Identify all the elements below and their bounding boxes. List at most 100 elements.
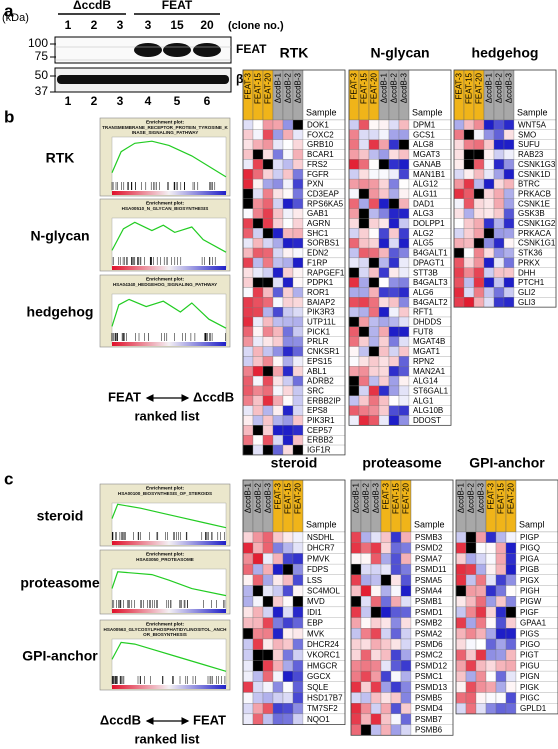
gene-label: ALG12: [413, 180, 438, 189]
heat-cell: [272, 574, 284, 586]
heat-cell: [358, 297, 370, 308]
heat-cell: [398, 326, 410, 337]
heatmap-border: [242, 69, 346, 456]
heat-cell: [378, 169, 390, 180]
heat-cell: [292, 149, 304, 160]
heat-cell: [242, 660, 254, 672]
heat-cell: [380, 617, 392, 629]
heat-cell: [378, 228, 390, 239]
heat-cell: [360, 574, 372, 586]
heat-cell: [378, 188, 390, 199]
heat-cell: [252, 159, 264, 170]
heat-cell: [242, 119, 254, 131]
heat-cell: [350, 585, 362, 597]
heat-cell: [282, 563, 294, 575]
heat-cell: [455, 563, 467, 575]
heat-cell: [453, 159, 465, 170]
lane-number: 6: [204, 94, 211, 108]
heat-cell: [370, 574, 382, 586]
heat-cell: [252, 208, 264, 219]
heat-cell: [455, 628, 467, 640]
heat-cell: [262, 395, 274, 406]
heat-cell: [388, 297, 400, 308]
heat-cell: [400, 638, 412, 650]
gene-label: PIK3R1: [307, 416, 335, 425]
heat-cell: [350, 692, 362, 704]
gene-label: GCS1: [413, 130, 435, 139]
heat-cell: [358, 366, 370, 377]
heat-cell: [370, 563, 382, 575]
heat-cell: [483, 139, 495, 150]
column-label: ΔccdB-1: [380, 72, 389, 103]
heat-cell: [465, 649, 477, 661]
heat-cell: [282, 218, 294, 229]
lane-number: 5: [174, 94, 181, 108]
heat-cell: [370, 628, 382, 640]
heat-cell: [368, 267, 380, 278]
clone-number: 3: [145, 18, 152, 32]
heat-cell: [465, 692, 477, 704]
heat-cell: [390, 660, 402, 672]
heat-cell: [463, 257, 475, 268]
heat-cell: [252, 178, 264, 190]
heat-cell: [503, 247, 515, 259]
heat-cell: [495, 681, 507, 693]
plot-area: [111, 217, 227, 269]
heatmap-border: [348, 69, 452, 426]
heat-cell: [398, 395, 410, 406]
plot-heading: Enrichment plot:: [146, 551, 185, 557]
heat-cell: [503, 228, 515, 239]
gene-label: CSNK1G3: [518, 160, 556, 169]
heat-cell: [272, 218, 284, 229]
heat-cell: [358, 277, 370, 288]
heat-cell: [360, 713, 372, 725]
rank-bar: [112, 541, 226, 545]
gene-label: PSMB6: [415, 726, 443, 735]
heat-cell: [503, 208, 515, 219]
sample-header: [302, 69, 346, 121]
heat-cell: [272, 703, 284, 715]
gene-label: BCAR1: [307, 150, 334, 159]
heat-cell: [358, 287, 370, 298]
heat-cell: [368, 198, 380, 209]
gene-label: PRKACA: [518, 229, 552, 238]
heat-cell: [378, 375, 390, 387]
gene-label: DHCR7: [307, 544, 335, 553]
heat-cell: [350, 703, 362, 715]
plot-title: HSA04340_HEDGEHOG_SIGNALING_PATHWAY: [112, 282, 218, 287]
heat-cell: [505, 553, 517, 565]
heat-cell: [473, 277, 485, 288]
heat-cell: [378, 366, 390, 377]
heat-cell: [400, 649, 412, 661]
heat-cell: [272, 287, 284, 298]
heat-cell: [475, 638, 487, 650]
gene-label: MAN1B1: [413, 170, 446, 179]
heat-cell: [292, 585, 304, 597]
heat-cell: [503, 257, 515, 268]
heat-cell: [242, 149, 254, 160]
heat-cell: [368, 257, 380, 268]
heat-cell: [242, 287, 254, 298]
heat-cell: [282, 119, 294, 131]
sample-label: Sampl: [519, 519, 545, 529]
rank-bar: [112, 609, 226, 613]
heat-cell: [378, 139, 390, 150]
heat-cell: [380, 692, 392, 704]
heat-cell: [483, 188, 495, 199]
heat-cell: [252, 267, 264, 278]
heat-cell: [262, 277, 274, 288]
gene-label: AGRN: [307, 219, 330, 228]
heat-cell: [378, 247, 390, 259]
heat-cell: [358, 306, 370, 318]
heat-cell: [282, 638, 294, 650]
heat-cell: [292, 306, 304, 318]
gsea-label: hedgehog: [27, 304, 94, 320]
heat-cell: [368, 375, 380, 387]
heat-cell: [465, 703, 477, 715]
heat-cell: [292, 405, 304, 416]
heat-cell: [370, 606, 382, 618]
clone-number: 15: [170, 18, 184, 32]
gsea-label: steroid: [37, 508, 84, 524]
gene-label: ST6GAL1: [413, 386, 449, 395]
